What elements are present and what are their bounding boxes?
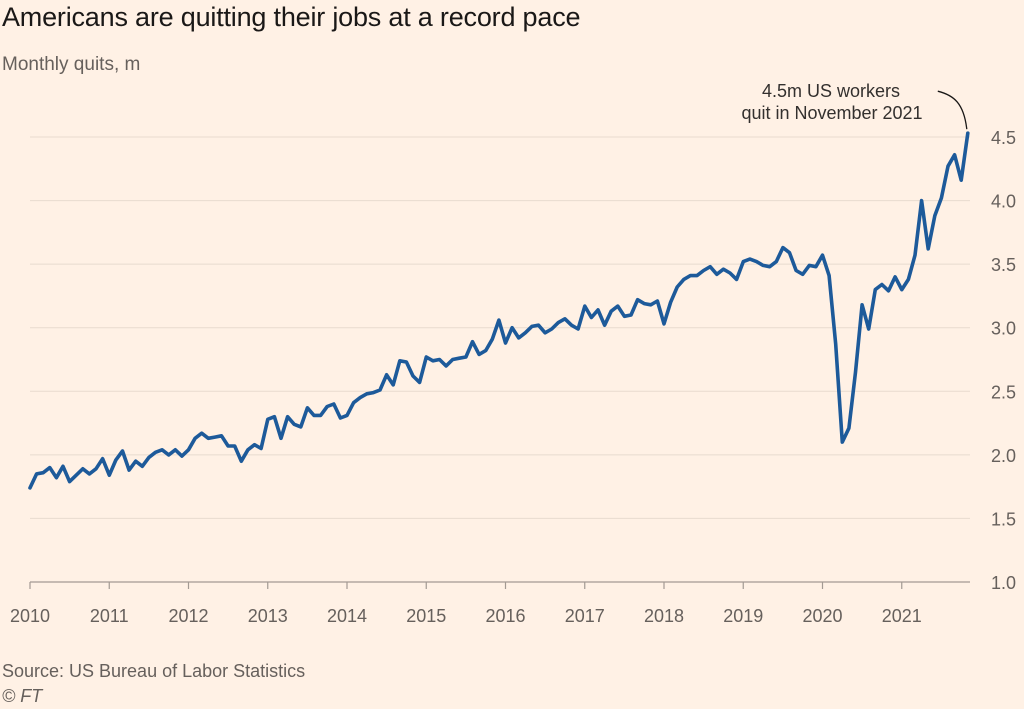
annotation-line-2: quit in November 2021 [741,103,922,123]
annotation-line-1: 4.5m US workers [762,81,900,101]
y-tick-label: 3.5 [991,255,1016,275]
quits-series-line [28,131,970,490]
y-tick-label: 4.0 [991,192,1016,212]
x-tick-label: 2021 [882,606,922,626]
y-tick-label: 1.0 [991,573,1016,593]
x-tick-label: 2011 [90,606,129,626]
x-axis-tick-labels: 2010 2011 2012 2013 2014 2015 2016 2017 2018 2019… [10,606,922,626]
y-axis-tick-labels: 1.0 1.5 2.0 2.5 3.0 3.5 4.0 4.5 [991,128,1016,593]
annotation-leader-line [937,90,968,130]
x-tick-label: 2015 [406,606,446,626]
x-tick-label: 2018 [644,606,684,626]
chart-subtitle: Monthly quits, m [2,54,141,75]
x-tick-label: 2010 [10,606,50,626]
x-tick-label: 2019 [723,606,763,626]
source-note: Source: US Bureau of Labor Statistics [2,661,306,681]
copyright-note: © FT [2,686,43,706]
y-tick-label: 4.5 [991,128,1016,148]
x-tick-label: 2017 [565,606,605,626]
gridlines [30,136,970,519]
y-tick-label: 2.5 [991,382,1016,402]
x-tick-label: 2012 [168,606,208,626]
y-tick-label: 1.5 [991,509,1016,529]
x-tick-label: 2013 [248,606,288,626]
axes [29,581,970,589]
x-tick-label: 2014 [327,606,367,626]
y-tick-label: 2.0 [991,446,1016,466]
y-tick-label: 3.0 [991,319,1016,339]
x-tick-label: 2016 [485,606,525,626]
chart-title: Americans are quitting their jobs at a r… [2,2,581,32]
x-tick-label: 2020 [802,606,842,626]
